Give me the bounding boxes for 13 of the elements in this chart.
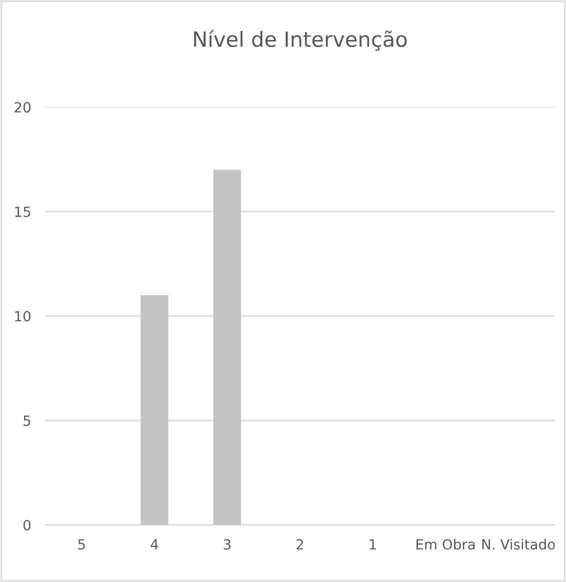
y-tick-label: 0 <box>23 520 30 530</box>
chart-title: Nível de Intervenção <box>194 30 407 51</box>
x-tick-label: 4 <box>150 539 158 550</box>
y-tick-label: 5 <box>24 416 30 426</box>
x-tick-label: 3 <box>224 539 231 550</box>
x-tick-label: 2 <box>296 539 304 550</box>
y-tick-label: 15 <box>15 206 30 218</box>
y-tick-label: 20 <box>14 102 30 113</box>
x-tick-label: 1 <box>370 539 376 550</box>
y-tick-label: 10 <box>15 310 30 322</box>
x-tick-label: N. Visitado <box>482 538 555 550</box>
x-tick-label: 5 <box>78 539 85 550</box>
x-tick-label: Em Obra <box>416 538 475 550</box>
